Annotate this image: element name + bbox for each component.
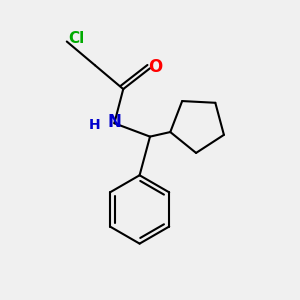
Text: H: H [89,118,101,132]
Text: N: N [107,113,121,131]
Text: Cl: Cl [68,31,85,46]
Text: O: O [148,58,163,76]
